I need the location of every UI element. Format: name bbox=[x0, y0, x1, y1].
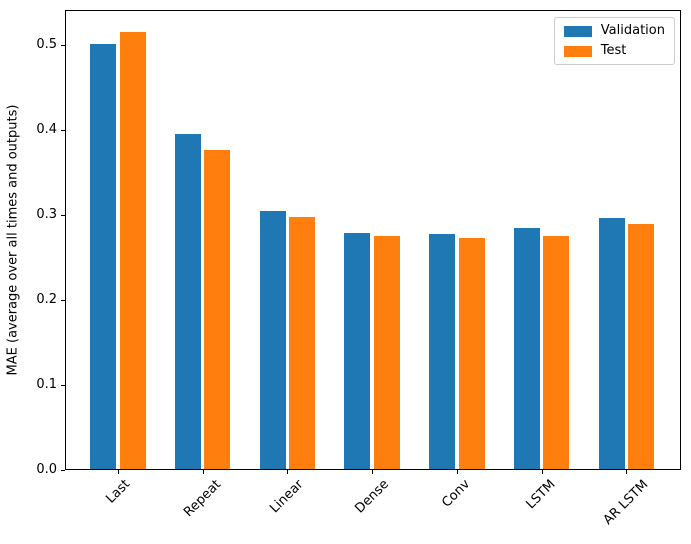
bar-test-linear bbox=[289, 216, 316, 469]
bar-test-conv bbox=[458, 238, 485, 469]
plot-area bbox=[65, 10, 681, 470]
x-tick-mark bbox=[202, 470, 204, 474]
bar-test-dense bbox=[373, 235, 400, 469]
legend-item-validation: Validation bbox=[563, 23, 665, 39]
bar-test-last bbox=[119, 31, 146, 469]
y-tick-label: 0.3 bbox=[36, 207, 57, 223]
bar-validation-lstm bbox=[513, 227, 540, 469]
legend-swatch-test bbox=[563, 45, 592, 57]
x-tick-mark bbox=[626, 470, 628, 474]
y-tick-mark bbox=[61, 129, 65, 131]
bar-test-repeat bbox=[204, 149, 231, 469]
bar-test-ar-lstm bbox=[627, 223, 654, 469]
legend: Validation Test bbox=[553, 17, 675, 65]
x-tick-label: Last bbox=[102, 476, 133, 507]
bar-validation-conv bbox=[429, 233, 456, 469]
x-tick-label: Dense bbox=[351, 476, 392, 517]
x-tick-label: Repeat bbox=[180, 477, 224, 521]
y-tick-mark bbox=[61, 214, 65, 216]
bar-validation-ar-lstm bbox=[598, 217, 625, 469]
y-tick-label: 0.4 bbox=[36, 122, 57, 138]
y-tick-mark bbox=[61, 299, 65, 301]
y-tick-mark bbox=[61, 44, 65, 46]
bar-validation-repeat bbox=[175, 133, 201, 469]
y-tick-label: 0.1 bbox=[36, 377, 57, 393]
bar-test-lstm bbox=[543, 235, 570, 469]
x-tick-mark bbox=[287, 470, 289, 474]
x-tick-mark bbox=[372, 470, 374, 474]
legend-item-test: Test bbox=[563, 43, 665, 59]
bar-validation-last bbox=[90, 44, 117, 469]
y-axis-label: MAE (average over all times and outputs) bbox=[5, 104, 21, 376]
y-tick-label: 0.0 bbox=[36, 462, 57, 477]
y-tick-label: 0.2 bbox=[36, 292, 57, 308]
x-tick-label: LSTM bbox=[523, 477, 559, 513]
legend-swatch-validation bbox=[563, 25, 592, 37]
x-tick-label: Conv bbox=[439, 476, 474, 511]
x-tick-mark bbox=[118, 470, 119, 474]
x-tick-label: AR LSTM bbox=[600, 477, 652, 528]
y-tick-mark bbox=[61, 469, 65, 471]
y-tick-mark bbox=[61, 384, 65, 386]
y-tick-label: 0.5 bbox=[36, 37, 57, 53]
legend-label-validation: Validation bbox=[600, 23, 665, 38]
x-tick-mark bbox=[541, 470, 543, 474]
x-tick-label: Linear bbox=[267, 476, 307, 517]
legend-label-test: Test bbox=[600, 43, 627, 58]
bar-validation-dense bbox=[344, 232, 371, 469]
bar-validation-linear bbox=[259, 210, 286, 469]
x-tick-mark bbox=[456, 470, 458, 474]
